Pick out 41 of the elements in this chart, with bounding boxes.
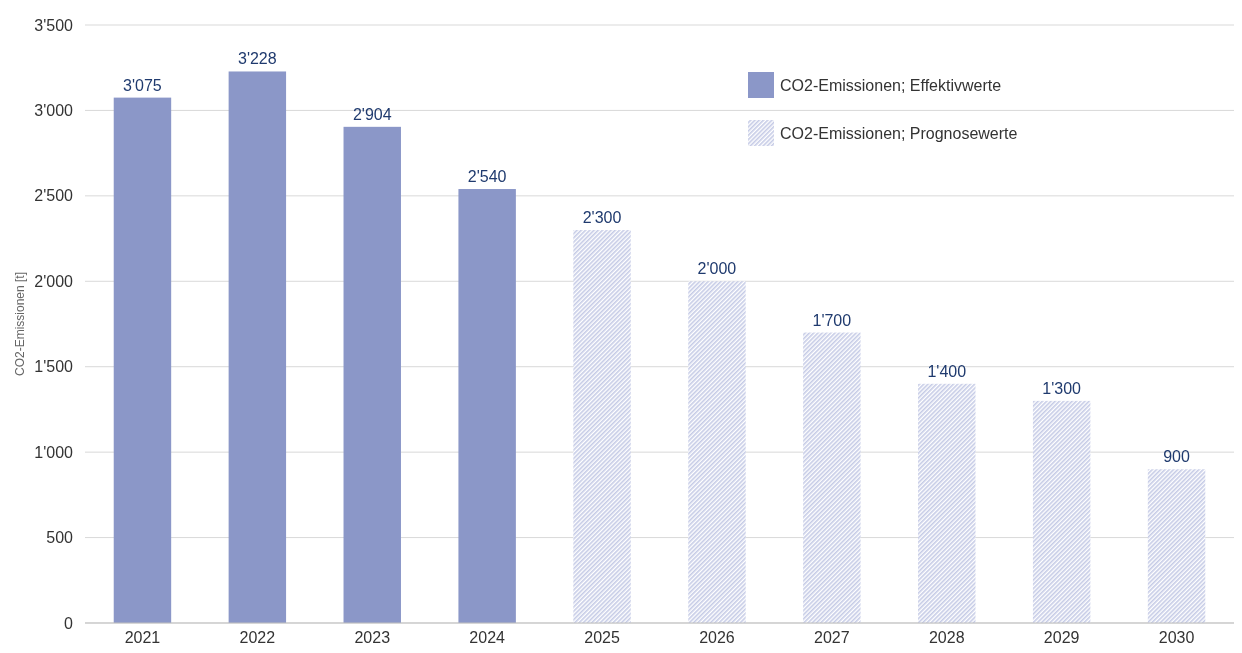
bar xyxy=(458,189,516,623)
y-tick-label: 3'500 xyxy=(34,16,74,34)
x-tick-label: 2021 xyxy=(124,629,161,646)
x-tick-label: 2027 xyxy=(814,629,850,646)
bar xyxy=(918,383,976,623)
bar xyxy=(803,332,861,623)
data-label: 2'300 xyxy=(582,209,622,227)
x-tick-label: 2030 xyxy=(1158,629,1195,646)
y-tick-label: 2'000 xyxy=(34,272,74,290)
data-label: 2'904 xyxy=(352,105,392,123)
data-label: 1'300 xyxy=(1042,379,1082,397)
x-tick-label: 2022 xyxy=(239,629,276,646)
data-label: 900 xyxy=(1163,448,1190,466)
y-tick-label: 2'500 xyxy=(34,187,74,205)
y-tick-label: 500 xyxy=(46,529,74,547)
bar xyxy=(1032,400,1091,623)
y-tick-label: 1'500 xyxy=(34,358,74,376)
y-tick-label: 1'000 xyxy=(34,443,74,461)
x-tick-label: 2024 xyxy=(469,629,506,646)
legend-label: CO2-Emissionen; Effektivwerte xyxy=(780,76,1002,94)
bar xyxy=(1147,469,1206,623)
data-label: 2'540 xyxy=(467,168,507,186)
y-tick-label: 0 xyxy=(64,614,74,632)
data-label: 3'228 xyxy=(238,50,277,68)
x-tick-label: 2028 xyxy=(928,629,965,646)
y-axis-title: CO2-Emissionen [t] xyxy=(13,271,27,377)
x-tick-label: 2026 xyxy=(699,629,735,646)
data-label: 3'075 xyxy=(123,76,162,94)
bar xyxy=(573,230,631,623)
bar xyxy=(113,97,172,623)
bar xyxy=(343,126,401,623)
data-label: 1'700 xyxy=(812,311,852,329)
data-label: 1'400 xyxy=(927,362,967,380)
x-tick-label: 2023 xyxy=(354,629,391,646)
x-tick-label: 2025 xyxy=(584,629,620,646)
bar xyxy=(688,281,746,623)
x-tick-label: 2029 xyxy=(1043,629,1080,646)
legend-label: CO2-Emissionen; Prognosewerte xyxy=(780,124,1018,142)
y-tick-label: 3'000 xyxy=(34,102,74,120)
bar xyxy=(228,71,287,623)
data-label: 2'000 xyxy=(697,260,737,278)
